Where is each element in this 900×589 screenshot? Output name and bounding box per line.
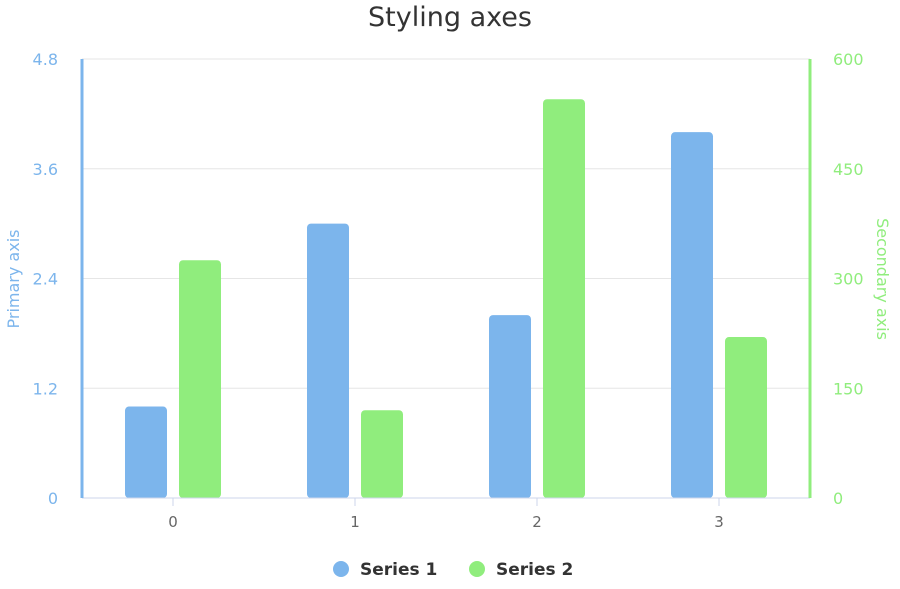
x-tick-label: 3 [714, 513, 724, 531]
x-tick-label: 1 [350, 513, 360, 531]
primary-tick-label: 3.6 [33, 160, 58, 179]
bar-series-1-3[interactable] [671, 132, 713, 498]
x-axis-ticks: 0 1 2 3 [168, 498, 724, 531]
primary-tick-label: 2.4 [33, 270, 58, 289]
bar-series-2-3[interactable] [725, 337, 767, 498]
x-tick-label: 0 [168, 513, 178, 531]
legend-item-series-2[interactable]: Series 2 [469, 560, 573, 580]
legend-marker-series-2 [469, 561, 485, 577]
legend: Series 1 Series 2 [333, 560, 573, 580]
legend-label-series-2: Series 2 [496, 560, 573, 580]
secondary-tick-label: 150 [833, 379, 864, 398]
legend-item-series-1[interactable]: Series 1 [333, 560, 437, 580]
chart-title: Styling axes [368, 2, 532, 33]
bar-series-1-1[interactable] [307, 223, 349, 498]
secondary-tick-label: 0 [833, 489, 843, 508]
legend-label-series-1: Series 1 [360, 560, 437, 580]
bar-series-1-0[interactable] [125, 406, 167, 498]
x-tick-label: 2 [532, 513, 542, 531]
secondary-tick-label: 600 [833, 50, 864, 69]
bar-series-2-0[interactable] [179, 260, 221, 498]
secondary-tick-label: 300 [833, 270, 864, 289]
primary-tick-label: 0 [48, 489, 58, 508]
primary-axis-ticks: 0 1.2 2.4 3.6 4.8 [33, 50, 58, 508]
bar-series-2-1[interactable] [361, 410, 403, 498]
secondary-axis-ticks: 0 150 300 450 600 [833, 50, 864, 508]
legend-marker-series-1 [333, 561, 349, 577]
secondary-axis-title: Secondary axis [873, 218, 892, 340]
bar-series-1-2[interactable] [489, 315, 531, 498]
primary-tick-label: 4.8 [33, 50, 58, 69]
primary-axis-title: Primary axis [4, 230, 23, 329]
secondary-tick-label: 450 [833, 160, 864, 179]
bar-series-2-2[interactable] [543, 99, 585, 498]
bars [125, 99, 767, 498]
primary-tick-label: 1.2 [33, 379, 58, 398]
